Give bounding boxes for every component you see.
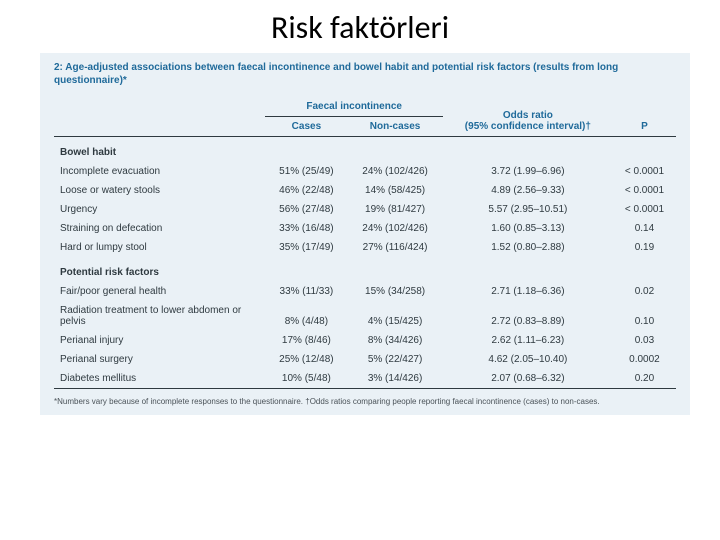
- blank-header: [54, 97, 265, 117]
- cell-odds: 2.72 (0.83–8.89): [443, 301, 613, 331]
- cell-cases: 51% (25/49): [265, 162, 347, 181]
- table-panel: 2: Age-adjusted associations between fae…: [40, 53, 690, 415]
- row-label: Loose or watery stools: [54, 181, 265, 200]
- cell-noncases: 15% (34/258): [347, 282, 443, 301]
- cell-p: 0.19: [613, 238, 676, 257]
- row-label: Hard or lumpy stool: [54, 238, 265, 257]
- row-label: Straining on defecation: [54, 219, 265, 238]
- cell-p: 0.02: [613, 282, 676, 301]
- row-label: Fair/poor general health: [54, 282, 265, 301]
- cell-odds: 1.60 (0.85–3.13): [443, 219, 613, 238]
- cell-p: < 0.0001: [613, 181, 676, 200]
- col-noncases: Non-cases: [347, 117, 443, 137]
- cell-p: < 0.0001: [613, 200, 676, 219]
- section-label: Potential risk factors: [54, 257, 676, 282]
- blank-header-2: [54, 117, 265, 137]
- cell-noncases: 8% (34/426): [347, 331, 443, 350]
- cell-odds: 1.52 (0.80–2.88): [443, 238, 613, 257]
- cell-odds: 2.71 (1.18–6.36): [443, 282, 613, 301]
- slide-title: Risk faktörleri: [0, 0, 720, 53]
- cell-p: < 0.0001: [613, 162, 676, 181]
- cell-odds: 5.57 (2.95–10.51): [443, 200, 613, 219]
- row-label: Perianal surgery: [54, 350, 265, 369]
- cell-cases: 35% (17/49): [265, 238, 347, 257]
- cell-cases: 10% (5/48): [265, 369, 347, 389]
- cell-noncases: 24% (102/426): [347, 162, 443, 181]
- section-label: Bowel habit: [54, 137, 676, 163]
- cell-odds: 2.07 (0.68–6.32): [443, 369, 613, 389]
- cell-odds: 3.72 (1.99–6.96): [443, 162, 613, 181]
- cell-cases: 56% (27/48): [265, 200, 347, 219]
- table-footnote: *Numbers vary because of incomplete resp…: [54, 397, 676, 407]
- row-label: Incomplete evacuation: [54, 162, 265, 181]
- cell-odds: 2.62 (1.11–6.23): [443, 331, 613, 350]
- spanner-header: Faecal incontinence: [265, 97, 442, 117]
- cell-cases: 25% (12/48): [265, 350, 347, 369]
- cell-noncases: 19% (81/427): [347, 200, 443, 219]
- cell-p: 0.10: [613, 301, 676, 331]
- cell-p: 0.14: [613, 219, 676, 238]
- cell-odds: 4.62 (2.05–10.40): [443, 350, 613, 369]
- cell-cases: 46% (22/48): [265, 181, 347, 200]
- cell-noncases: 27% (116/424): [347, 238, 443, 257]
- cell-noncases: 14% (58/425): [347, 181, 443, 200]
- cell-noncases: 3% (14/426): [347, 369, 443, 389]
- row-label: Radiation treatment to lower abdomen or …: [54, 301, 265, 331]
- table-caption: 2: Age-adjusted associations between fae…: [54, 61, 676, 87]
- cell-cases: 8% (4/48): [265, 301, 347, 331]
- cell-p: 0.20: [613, 369, 676, 389]
- risk-table: Faecal incontinence Odds ratio (95% conf…: [54, 97, 676, 389]
- cell-cases: 33% (11/33): [265, 282, 347, 301]
- row-label: Diabetes mellitus: [54, 369, 265, 389]
- cell-noncases: 4% (15/425): [347, 301, 443, 331]
- cell-odds: 4.89 (2.56–9.33): [443, 181, 613, 200]
- row-label: Perianal injury: [54, 331, 265, 350]
- col-odds: Odds ratio (95% confidence interval)†: [443, 97, 613, 137]
- col-p: P: [613, 97, 676, 137]
- cell-cases: 33% (16/48): [265, 219, 347, 238]
- col-cases: Cases: [265, 117, 347, 137]
- cell-noncases: 5% (22/427): [347, 350, 443, 369]
- row-label: Urgency: [54, 200, 265, 219]
- cell-noncases: 24% (102/426): [347, 219, 443, 238]
- cell-cases: 17% (8/46): [265, 331, 347, 350]
- cell-p: 0.03: [613, 331, 676, 350]
- cell-p: 0.0002: [613, 350, 676, 369]
